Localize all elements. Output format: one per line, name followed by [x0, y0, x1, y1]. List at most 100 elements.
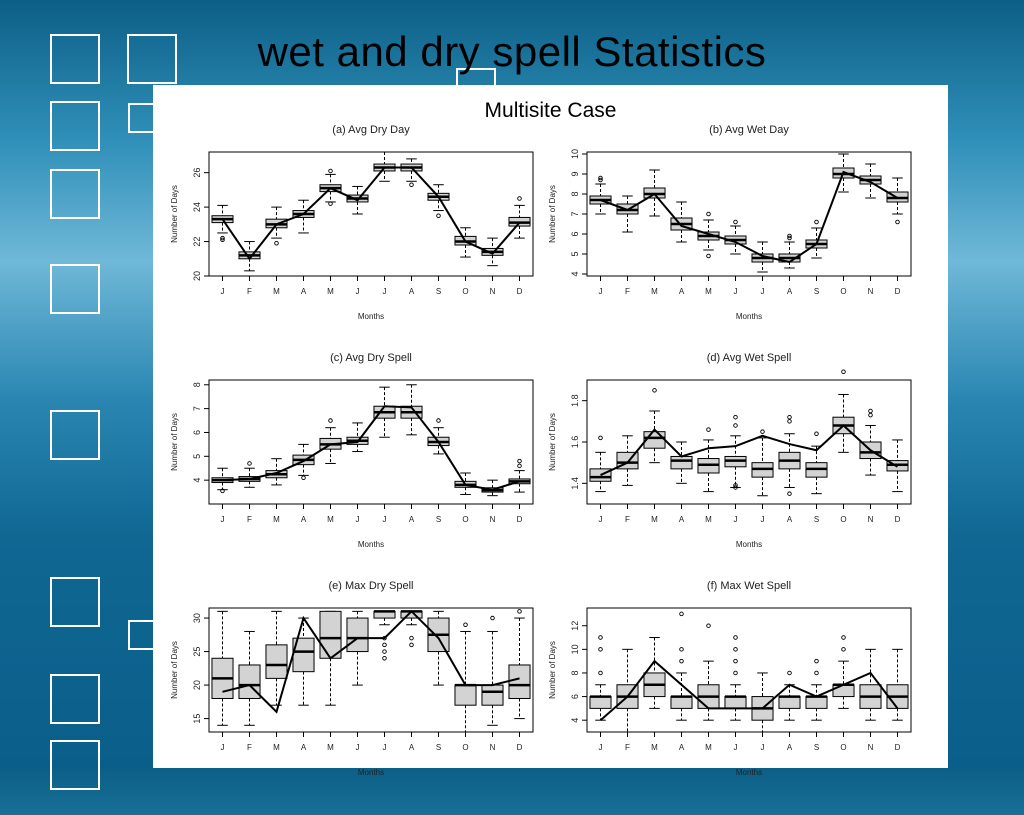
- y-tick-label: 15: [192, 714, 202, 724]
- box-S: [427, 418, 450, 455]
- y-tick-label: 12: [570, 621, 580, 631]
- x-tick-label: S: [436, 287, 441, 296]
- x-tick-label: J: [383, 743, 387, 752]
- x-tick-label: F: [247, 515, 252, 524]
- box-O: [832, 635, 855, 709]
- outlier-point: [733, 635, 738, 640]
- box-iqr: [832, 684, 855, 698]
- x-tick-label: F: [247, 743, 252, 752]
- x-tick-label: D: [517, 287, 523, 296]
- x-tick-label: J: [761, 287, 765, 296]
- box-J: [346, 185, 369, 215]
- outlier-point: [517, 463, 522, 469]
- outlier-point: [787, 414, 792, 420]
- box-N: [859, 648, 882, 721]
- x-tick-label: J: [383, 515, 387, 524]
- outlier-point: [490, 615, 495, 621]
- outlier-point: [301, 475, 306, 481]
- x-tick-label: A: [301, 743, 307, 752]
- x-tick-label: M: [273, 743, 280, 752]
- outlier-point: [220, 488, 225, 494]
- outlier-point: [598, 177, 603, 183]
- observed-line: [221, 166, 521, 261]
- outlier-point: [733, 658, 738, 664]
- chart-title: (f) Max Wet Spell: [707, 580, 791, 592]
- y-tick-label: 5: [570, 251, 580, 256]
- outlier-point: [409, 182, 414, 187]
- outlier-point: [220, 235, 225, 241]
- x-tick-label: J: [734, 287, 738, 296]
- x-axis-label: Months: [358, 312, 384, 321]
- y-tick-label: 1.8: [570, 394, 580, 407]
- outlier-point: [409, 635, 414, 641]
- chart-max-wet-spell: (f) Max Wet Spell 4 6 8 10 12 Number of Days J F…: [548, 580, 912, 777]
- y-tick-label: 10: [570, 149, 580, 159]
- box-iqr: [778, 696, 801, 709]
- plot-frame: [208, 151, 534, 277]
- box-D: [886, 648, 909, 721]
- x-tick-label: S: [814, 287, 819, 296]
- x-axis-label: Months: [736, 540, 762, 549]
- outlier-point: [868, 412, 873, 418]
- x-tick-label: N: [868, 515, 874, 524]
- outlier-point: [733, 423, 738, 428]
- outlier-point: [382, 642, 387, 648]
- x-tick-label: J: [221, 743, 225, 752]
- x-tick-label: J: [734, 743, 738, 752]
- x-tick-label: J: [599, 515, 603, 524]
- box-J: [751, 429, 774, 497]
- outlier-point: [220, 237, 225, 243]
- outlier-point: [679, 647, 684, 652]
- deco-square: [50, 674, 100, 724]
- deco-square: [50, 169, 100, 219]
- x-tick-label: N: [490, 743, 496, 752]
- box-M: [265, 206, 288, 246]
- outlier-point: [463, 622, 468, 628]
- outlier-point: [895, 219, 900, 225]
- box-S: [805, 658, 828, 721]
- y-tick-label: 20: [192, 271, 202, 281]
- outlier-point: [679, 611, 684, 617]
- outlier-point: [436, 213, 441, 218]
- outlier-point: [598, 635, 603, 640]
- deco-square: [127, 34, 177, 84]
- observed-line: [222, 405, 520, 491]
- box-A: [670, 201, 693, 243]
- outlier-point: [814, 219, 819, 225]
- x-tick-label: S: [436, 515, 441, 524]
- x-tick-label: J: [221, 515, 225, 524]
- x-tick-label: J: [356, 515, 360, 524]
- x-tick-label: J: [221, 287, 225, 296]
- x-tick-label: F: [625, 743, 630, 752]
- x-tick-label: M: [705, 287, 712, 296]
- x-tick-label: O: [462, 515, 468, 524]
- x-tick-label: A: [301, 287, 307, 296]
- chart-title: (e) Max Dry Spell: [329, 580, 414, 592]
- box-A: [400, 158, 423, 187]
- x-tick-label: D: [895, 743, 901, 752]
- outlier-point: [409, 642, 414, 648]
- x-tick-label: J: [599, 743, 603, 752]
- deco-square: [50, 34, 100, 84]
- outlier-point: [733, 647, 738, 652]
- x-tick-label: A: [679, 743, 685, 752]
- box-S: [427, 610, 450, 686]
- outlier-point: [517, 458, 522, 464]
- y-tick-label: 25: [192, 647, 202, 657]
- x-tick-label: A: [679, 515, 685, 524]
- y-axis-label: Number of Days: [170, 641, 179, 699]
- x-tick-label: S: [436, 743, 441, 752]
- x-tick-label: M: [327, 287, 334, 296]
- box-J: [211, 204, 234, 243]
- box-A: [292, 617, 315, 706]
- x-tick-label: A: [787, 743, 793, 752]
- outlier-point: [733, 483, 738, 488]
- y-tick-label: 5: [192, 454, 202, 459]
- box-A: [670, 611, 693, 721]
- y-tick-label: 8: [192, 382, 202, 387]
- x-axis-label: Months: [736, 312, 762, 321]
- observed-line: [600, 424, 899, 476]
- y-tick-label: 7: [570, 211, 580, 216]
- outlier-point: [706, 253, 711, 259]
- chart-title: (b) Avg Wet Day: [709, 124, 789, 136]
